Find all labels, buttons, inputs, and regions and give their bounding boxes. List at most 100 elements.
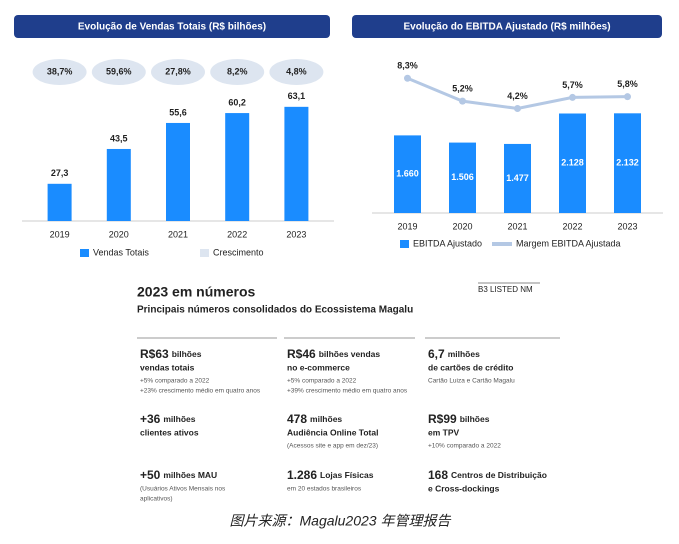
- bar: [559, 113, 586, 213]
- cell-note: em 20 estados brasileiros: [287, 486, 362, 493]
- value-label: 1.477: [506, 173, 529, 183]
- growth-pill: [91, 59, 146, 85]
- x-tick-label: 2023: [286, 229, 306, 239]
- line-label: 8,3%: [397, 61, 418, 71]
- legend-label: Vendas Totais: [93, 247, 149, 257]
- growth-label: 38,7%: [47, 66, 73, 76]
- caption: 图片来源：Magalu2023 年管理报告: [230, 513, 452, 529]
- legend-label: EBITDA Ajustado: [413, 238, 482, 248]
- value-label: 55,6: [169, 107, 187, 117]
- cell-note: aplicativos): [140, 496, 173, 503]
- cell-figure: R$63: [140, 347, 169, 361]
- cell-unit: milhões MAU: [163, 470, 217, 480]
- cell-figure: 6,7: [428, 347, 445, 361]
- line-point: [514, 104, 521, 112]
- legend-swatch: [80, 249, 89, 257]
- cell-line: em TPV: [428, 427, 460, 437]
- cell-figure: +36: [140, 412, 161, 426]
- value-label: 63,1: [288, 91, 306, 101]
- cell-headline: +50 milhões MAU: [140, 468, 217, 482]
- value-label: 1.660: [396, 169, 419, 179]
- line-label: 5,8%: [617, 79, 638, 89]
- value-label: 60,2: [228, 97, 246, 107]
- value-label: 43,5: [110, 133, 128, 143]
- x-tick-label: 2019: [397, 221, 417, 231]
- line-label: 4,2%: [507, 91, 528, 101]
- cell-line: clientes ativos: [140, 427, 199, 437]
- growth-pill: [269, 59, 324, 85]
- bar: [225, 113, 250, 221]
- growth-pill: [210, 59, 265, 85]
- cell-figure: 168: [428, 468, 448, 482]
- x-tick-label: 2019: [50, 229, 70, 239]
- bar: [47, 183, 72, 221]
- cell-headline: R$63 bilhões: [140, 347, 202, 361]
- legend-label: Margem EBITDA Ajustada: [516, 238, 621, 248]
- chart-title: Evolução do EBITDA Ajustado (R$ milhões): [403, 22, 610, 33]
- cell-unit: milhões: [163, 414, 195, 424]
- cell-line: no e-commerce: [287, 362, 350, 372]
- bar: [449, 142, 476, 213]
- bar: [284, 106, 309, 221]
- value-label: 27,3: [51, 168, 69, 178]
- x-tick-label: 2020: [452, 221, 472, 231]
- growth-label: 8,2%: [227, 66, 248, 76]
- cell-unit: Centros de Distribuição: [451, 470, 547, 480]
- x-tick-label: 2020: [109, 229, 129, 239]
- x-tick-label: 2022: [227, 229, 247, 239]
- cell-unit: milhões: [310, 414, 342, 424]
- line-point: [624, 93, 631, 101]
- doc-subtitle: Principais números consolidados do Ecoss…: [137, 305, 413, 316]
- x-tick-label: 2021: [168, 229, 188, 239]
- x-tick-label: 2023: [617, 221, 637, 231]
- cell-figure: 1.286: [287, 468, 317, 482]
- doc-title: 2023 em números: [137, 284, 255, 300]
- line-point: [459, 97, 466, 105]
- cell-note: +5% comparado a 2022: [287, 378, 357, 385]
- value-label: 2.128: [561, 158, 584, 168]
- cell-figure: 478: [287, 412, 307, 426]
- line-label: 5,7%: [562, 80, 583, 90]
- growth-pill: [32, 59, 87, 85]
- growth-label: 4,8%: [286, 66, 307, 76]
- title-bar: [14, 15, 330, 38]
- cell-headline: 478 milhões: [287, 412, 342, 426]
- title-bar: [352, 15, 662, 38]
- cell-note: (Usuários Ativos Mensais nos: [140, 486, 226, 493]
- cell-line: Audiência Online Total: [287, 427, 378, 437]
- value-label: 2.132: [616, 158, 639, 168]
- cell-headline: 1.286 Lojas Físicas: [287, 468, 374, 482]
- cell-unit: bilhões: [172, 349, 202, 359]
- cell-note: (Acessos site e app em dez/23): [287, 443, 378, 450]
- cell-headline: 6,7 milhões: [428, 347, 480, 361]
- legend-swatch: [200, 249, 209, 257]
- cell-unit: bilhões vendas: [319, 349, 381, 359]
- cell-line: e Cross-dockings: [428, 483, 500, 493]
- cell-line: de cartões de crédito: [428, 362, 514, 372]
- cell-unit: bilhões: [460, 414, 490, 424]
- cell-figure: R$99: [428, 412, 457, 426]
- growth-label: 27,8%: [165, 66, 191, 76]
- cell-headline: R$46 bilhões vendas: [287, 347, 380, 361]
- chart-title: Evolução de Vendas Totais (R$ bilhões): [78, 22, 266, 33]
- cell-note: +39% crescimento médio em quatro anos: [287, 388, 408, 395]
- cell-note: +5% comparado a 2022: [140, 378, 210, 385]
- value-label: 1.506: [451, 172, 474, 182]
- bar: [614, 113, 641, 213]
- cell-note: +10% comparado a 2022: [428, 443, 501, 450]
- cell-figure: R$46: [287, 347, 316, 361]
- bar: [106, 148, 131, 221]
- bar: [504, 143, 531, 213]
- legend-label: Crescimento: [213, 247, 264, 257]
- cell-headline: +36 milhões: [140, 412, 196, 426]
- bar: [394, 135, 421, 213]
- cell-headline: R$99 bilhões: [428, 412, 490, 426]
- cell-unit: Lojas Físicas: [320, 470, 374, 480]
- growth-label: 59,6%: [106, 66, 132, 76]
- growth-pill: [151, 59, 205, 85]
- legend-swatch: [400, 240, 409, 248]
- badge: B3 LISTED NM: [478, 285, 533, 294]
- line-point: [404, 74, 411, 82]
- cell-note: Cartão Luiza e Cartão Magalu: [428, 378, 515, 385]
- cell-headline: 168 Centros de Distribuição: [428, 468, 547, 482]
